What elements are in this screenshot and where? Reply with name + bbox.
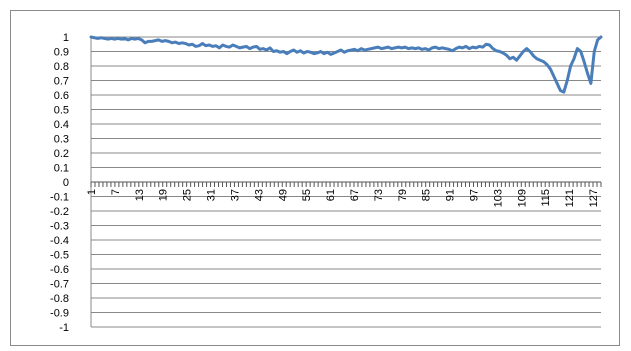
x-tick-label: 25 (182, 189, 194, 201)
x-tick-label: 73 (373, 189, 385, 201)
y-tick-label: 0.1 (54, 163, 69, 175)
x-tick-label: 7 (110, 189, 122, 195)
x-tick-label: 109 (516, 189, 528, 207)
y-tick-label: -0.6 (50, 264, 69, 276)
x-tick-label: 49 (277, 189, 289, 201)
y-tick-label: -0.8 (50, 293, 69, 305)
y-tick-label: 0.5 (54, 105, 69, 117)
y-tick-label: -0.9 (50, 308, 69, 320)
y-tick-label: 0 (63, 177, 69, 189)
x-tick-label: 43 (253, 189, 265, 201)
x-tick-label: 37 (229, 189, 241, 201)
x-tick-label: 55 (301, 189, 313, 201)
x-tick-label: 19 (158, 189, 170, 201)
x-tick-label: 103 (492, 189, 504, 207)
x-tick-label: 1 (86, 189, 98, 195)
x-tick-label: 31 (206, 189, 218, 201)
y-tick-label: 1 (63, 32, 69, 44)
y-tick-label: 0.9 (54, 47, 69, 59)
y-tick-label: 0.3 (54, 134, 69, 146)
y-tick-label: -0.7 (50, 279, 69, 291)
x-tick-label: 91 (445, 189, 457, 201)
y-tick-label: 0.6 (54, 90, 69, 102)
y-tick-label: -0.2 (50, 206, 69, 218)
x-tick-label: 13 (134, 189, 146, 201)
x-tick-label: 79 (397, 189, 409, 201)
y-tick-label: 0.8 (54, 61, 69, 73)
line-chart: 1 0.9 0.8 0.7 0.6 0.5 0.4 0.3 0.2 0.1 0 -0.1 -0.2 -0.… (50, 32, 603, 334)
y-tick-label: -1 (59, 322, 69, 334)
x-tick-label: 115 (540, 189, 552, 207)
y-tick-label: 0.4 (54, 119, 69, 131)
x-tick-label: 127 (588, 189, 600, 207)
x-tick-label: 67 (349, 189, 361, 201)
y-tick-label: -0.4 (50, 235, 69, 247)
x-tick-label: 85 (421, 189, 433, 201)
series-line (89, 35, 603, 94)
y-tick-label: -0.3 (50, 221, 69, 233)
y-tick-label: 0.2 (54, 148, 69, 160)
y-tick-label: 0.7 (54, 76, 69, 88)
chart-frame: 1 0.9 0.8 0.7 0.6 0.5 0.4 0.3 0.2 0.1 0 -0.1 -0.2 -0.… (10, 10, 620, 346)
y-tick-label: -0.1 (50, 192, 69, 204)
y-tick-label: -0.5 (50, 250, 69, 262)
x-tick-label: 121 (564, 189, 576, 207)
x-tick-label: 61 (325, 189, 337, 201)
x-tick-label: 97 (469, 189, 481, 201)
